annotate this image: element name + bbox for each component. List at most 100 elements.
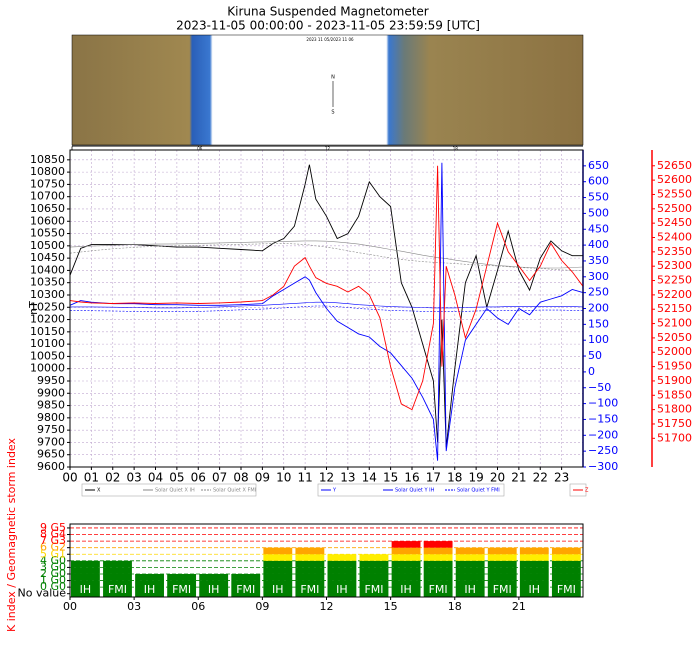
bar-segment [487,573,517,581]
legend-label: Solar Quiet X FMI [213,488,256,494]
y2-tick-label: 400 [588,238,609,251]
x-tick-label: 06 [191,600,205,613]
x-tick-label: 09 [255,471,270,485]
y3-tick-label: 51700 [657,431,692,444]
y2-tick-label: −200 [588,428,618,441]
y-tick-label: 10800 [30,165,65,178]
y-tick-label: 9950 [37,374,65,387]
x-tick-label: 14 [362,471,377,485]
bar-segment [231,573,261,581]
x-tick-label: 08 [233,471,248,485]
y3-tick-label: 52150 [657,302,692,315]
plot-frame [69,523,584,598]
bar-label: FMI [557,583,576,596]
bar-segment [327,580,357,597]
bar-segment [263,547,293,555]
y-tick-label: 10000 [30,362,65,375]
bar-label: IH [336,583,348,596]
bar-segment [551,580,581,597]
x-tick-label: 03 [127,600,141,613]
bar-segment [199,573,229,581]
y2-tick-label: 600 [588,175,609,188]
bar-segment [71,560,100,568]
y-tick-label: 0 G0 [40,580,66,593]
bar-segment [295,560,325,568]
bar-label: IH [144,583,156,596]
y3-tick-label: 52350 [657,245,692,258]
y2-tick-label: 100 [588,333,609,346]
x-tick-label: 01 [84,471,99,485]
y3-tick-label: 52000 [657,345,692,358]
y-tick-label: 10550 [30,227,65,240]
y2-tick-label: 0 [588,365,595,378]
y-tick-label: 9600 [37,460,65,473]
bar-segment [327,573,357,581]
bar-segment [295,547,325,555]
bar-segment [359,554,389,561]
bar-segment [423,573,453,581]
y-tick-label: 10250 [30,300,65,313]
y2-tick-label: −150 [588,412,618,425]
bar-segment [103,560,132,568]
x-tick-label: 04 [148,471,163,485]
y-tick-label: 9 G5 [40,521,66,534]
bar-segment [263,560,293,568]
bar-label: FMI [172,583,191,596]
x-tick-label: 17 [426,471,441,485]
bar-segment [551,573,581,581]
x-tick-label: 02 [105,471,120,485]
bar-label: IH [80,583,92,596]
bar-segment [423,541,453,548]
keogram-north: N [331,75,335,81]
bar-segment [519,554,549,561]
legend-box [81,483,257,497]
keogram-tick: 12 [325,146,331,151]
bar-label: FMI [493,583,512,596]
y-tick-label: 10100 [30,337,65,350]
y-tick-label: 10750 [30,177,65,190]
x-tick-label: 07 [212,471,227,485]
bar-segment [327,554,357,561]
bar-segment [391,573,421,581]
bar-segment [295,573,325,581]
bar-segment [487,580,517,597]
x-tick-label: 22 [533,471,548,485]
legend-label: Solar Quiet Y IH [395,488,435,494]
y2-tick-label: −100 [588,397,618,410]
y-axis-label: K index / Geomagnetic storm index [5,438,18,633]
y-tick-label: 9800 [37,411,65,424]
y3-tick-label: 51850 [657,388,692,401]
series-line [69,243,583,271]
y-axis-label: nT [27,301,40,315]
bar-segment [455,554,485,561]
bar-segment [487,560,517,568]
keogram-tick: 18 [453,146,459,151]
x-tick-label: 20 [490,471,505,485]
y3-tick-label: 52300 [657,259,692,272]
bar-label: IH [529,583,541,596]
x-tick-label: 12 [320,600,334,613]
y-tick-label: 10500 [30,239,65,252]
y-tick-label: 10300 [30,288,65,301]
bar-segment [391,567,421,574]
y-tick-label: No value [17,587,66,600]
chart-title: Kiruna Suspended Magnetometer [227,5,429,19]
bar-segment [103,580,132,597]
bar-segment [71,567,100,574]
y-tick-label: 10400 [30,263,65,276]
x-tick-label: 15 [383,471,398,485]
y-tick-label: 9700 [37,435,65,448]
bar-label: FMI [236,583,255,596]
y2-tick-label: −50 [588,381,611,394]
y-tick-label: 10600 [30,214,65,227]
x-tick-label: 18 [447,471,462,485]
bar-segment [519,547,549,555]
y3-tick-label: 52500 [657,202,692,215]
bar-segment [423,554,453,561]
series-line [69,162,584,461]
y-tick-label: 10450 [30,251,65,264]
legend-box [317,483,505,497]
bar-label: IH [400,583,412,596]
y-tick-label: 10050 [30,349,65,362]
